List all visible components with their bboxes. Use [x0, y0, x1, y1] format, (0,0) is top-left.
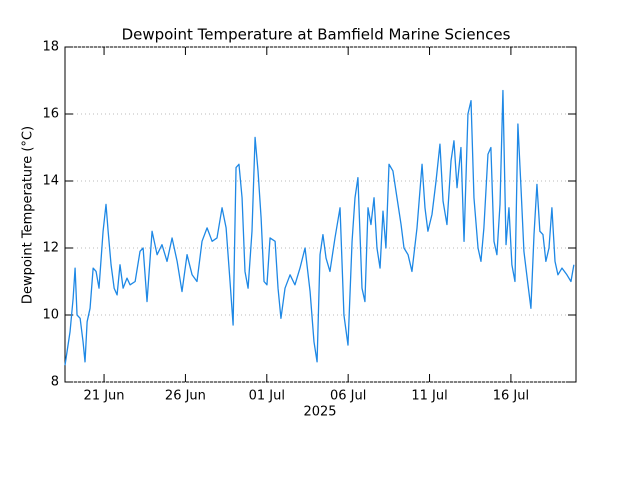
- y-tick-label: 8: [51, 375, 59, 390]
- x-tick-label: 16 Jul: [493, 389, 529, 404]
- y-axis-label: Dewpoint Temperature (°C): [21, 126, 36, 304]
- y-tick-label: 12: [42, 241, 59, 256]
- x-axis-label: 2025: [303, 405, 336, 420]
- plot-frame: [64, 46, 577, 383]
- x-tick-label: 06 Jul: [330, 389, 366, 404]
- y-tick-label: 14: [42, 174, 59, 189]
- x-tick-label: 01 Jul: [249, 389, 285, 404]
- y-tick-label: 10: [42, 308, 59, 323]
- x-tick-label: 26 Jun: [165, 389, 206, 404]
- chart-title: Dewpoint Temperature at Bamfield Marine …: [122, 26, 511, 44]
- x-tick-label: 11 Jul: [411, 389, 447, 404]
- y-tick-label: 18: [42, 40, 59, 55]
- data-line: [64, 89, 575, 366]
- x-tick-label: 21 Jun: [84, 389, 125, 404]
- y-tick-label: 16: [42, 107, 59, 122]
